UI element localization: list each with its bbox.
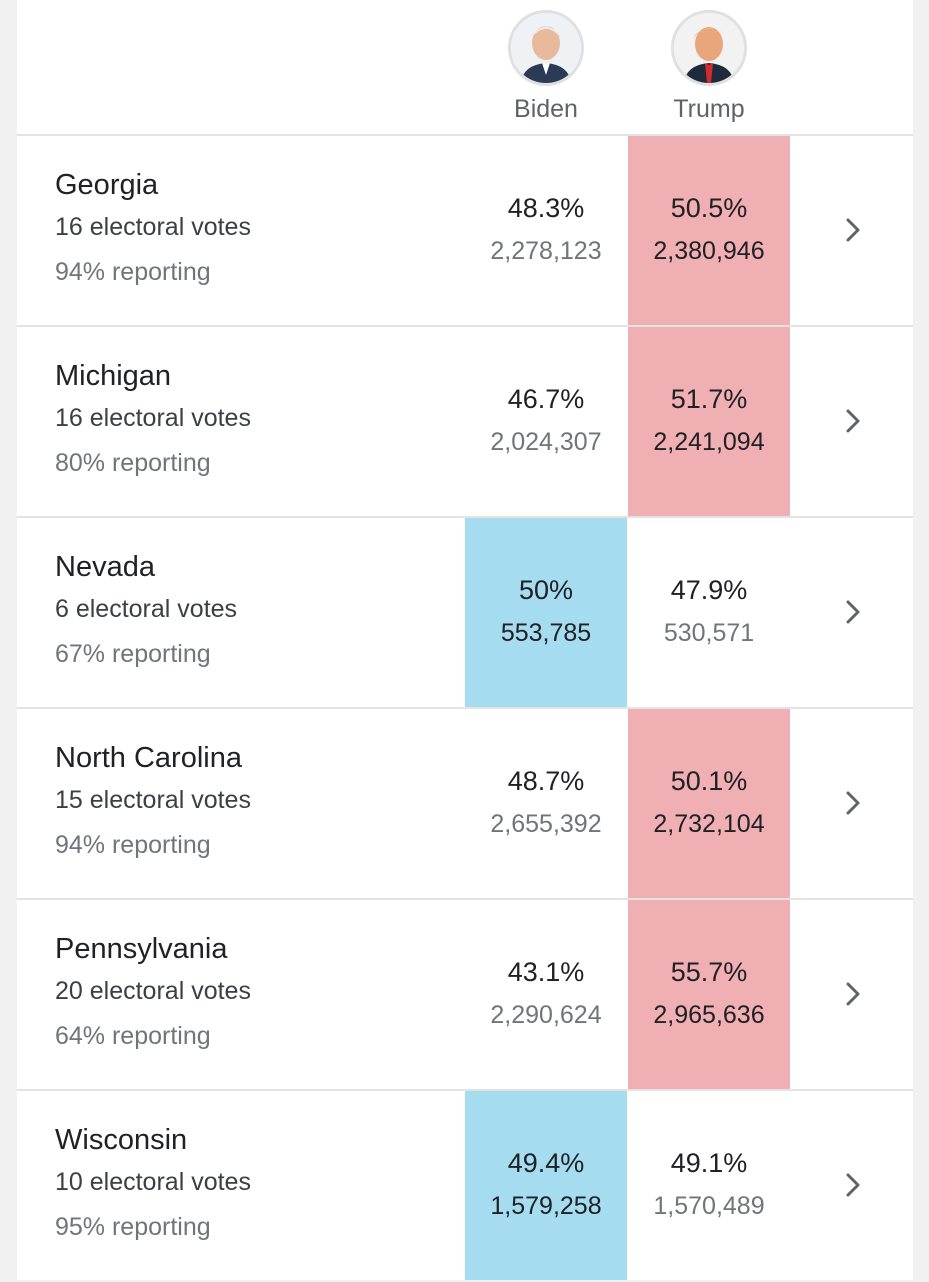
vote-percent: 50% <box>518 575 574 605</box>
chevron-right-icon[interactable] <box>839 789 867 817</box>
state-row-georgia[interactable]: Georgia 16 electoral votes 94% reporting… <box>17 136 913 327</box>
reporting-status: 67% reporting <box>55 640 211 668</box>
electoral-votes: 10 electoral votes <box>55 1168 251 1196</box>
vote-percent: 48.7% <box>507 766 585 796</box>
state-info: Pennsylvania 20 electoral votes 64% repo… <box>55 932 251 1051</box>
trump-result: 47.9% 530,571 <box>628 518 790 707</box>
vote-percent: 43.1% <box>507 957 585 987</box>
state-name: Georgia <box>55 169 159 201</box>
vote-count: 2,278,123 <box>490 237 602 265</box>
state-info: Georgia 16 electoral votes 94% reporting <box>55 168 251 287</box>
biden-result: 49.4% 1,579,258 <box>465 1091 627 1280</box>
vote-percent: 48.3% <box>507 193 585 223</box>
results-header: Biden Trump <box>17 0 913 136</box>
candidate-name: Trump <box>673 95 745 123</box>
electoral-votes: 20 electoral votes <box>55 977 251 1005</box>
vote-percent: 49.1% <box>670 1148 748 1178</box>
vote-count: 2,965,636 <box>653 1001 765 1029</box>
chevron-right-icon[interactable] <box>839 598 867 626</box>
biden-result: 46.7% 2,024,307 <box>465 327 627 516</box>
electoral-votes: 16 electoral votes <box>55 213 251 241</box>
reporting-status: 95% reporting <box>55 1213 211 1241</box>
biden-result: 43.1% 2,290,624 <box>465 900 627 1089</box>
biden-result: 48.3% 2,278,123 <box>465 136 627 325</box>
biden-result: 50% 553,785 <box>465 518 627 707</box>
vote-count: 2,732,104 <box>653 810 765 838</box>
state-info: Wisconsin 10 electoral votes 95% reporti… <box>55 1123 251 1242</box>
person-icon <box>674 13 744 83</box>
vote-count: 1,570,489 <box>653 1192 765 1220</box>
vote-count: 553,785 <box>500 619 592 647</box>
state-info: Nevada 6 electoral votes 67% reporting <box>55 550 237 669</box>
vote-percent: 49.4% <box>507 1148 585 1178</box>
electoral-votes: 16 electoral votes <box>55 404 251 432</box>
candidate-biden[interactable]: Biden <box>465 10 627 124</box>
candidate-name: Biden <box>514 95 578 123</box>
vote-count: 1,579,258 <box>490 1192 602 1220</box>
vote-percent: 51.7% <box>670 384 748 414</box>
state-name: Wisconsin <box>55 1124 188 1156</box>
state-row-north-carolina[interactable]: North Carolina 15 electoral votes 94% re… <box>17 709 913 900</box>
reporting-status: 94% reporting <box>55 258 211 286</box>
state-info: North Carolina 15 electoral votes 94% re… <box>55 741 251 860</box>
chevron-right-icon[interactable] <box>839 1171 867 1199</box>
chevron-right-icon[interactable] <box>839 980 867 1008</box>
vote-count: 2,380,946 <box>653 237 765 265</box>
reporting-status: 80% reporting <box>55 449 211 477</box>
vote-percent: 55.7% <box>670 957 748 987</box>
chevron-right-icon[interactable] <box>839 407 867 435</box>
person-icon <box>511 13 581 83</box>
electoral-votes: 15 electoral votes <box>55 786 251 814</box>
vote-count: 2,655,392 <box>490 810 602 838</box>
state-row-nevada[interactable]: Nevada 6 electoral votes 67% reporting 5… <box>17 518 913 709</box>
trump-result: 49.1% 1,570,489 <box>628 1091 790 1280</box>
vote-percent: 46.7% <box>507 384 585 414</box>
vote-count: 2,241,094 <box>653 428 765 456</box>
trump-avatar <box>671 10 747 86</box>
reporting-status: 94% reporting <box>55 831 211 859</box>
vote-count: 2,024,307 <box>490 428 602 456</box>
candidate-trump[interactable]: Trump <box>628 10 790 124</box>
state-name: Nevada <box>55 551 155 583</box>
state-row-wisconsin[interactable]: Wisconsin 10 electoral votes 95% reporti… <box>17 1091 913 1282</box>
state-info: Michigan 16 electoral votes 80% reportin… <box>55 359 251 478</box>
reporting-status: 64% reporting <box>55 1022 211 1050</box>
state-row-pennsylvania[interactable]: Pennsylvania 20 electoral votes 64% repo… <box>17 900 913 1091</box>
trump-result: 50.5% 2,380,946 <box>628 136 790 325</box>
vote-percent: 50.5% <box>670 193 748 223</box>
trump-result: 51.7% 2,241,094 <box>628 327 790 516</box>
state-row-michigan[interactable]: Michigan 16 electoral votes 80% reportin… <box>17 327 913 518</box>
vote-count: 530,571 <box>663 619 755 647</box>
chevron-right-icon[interactable] <box>839 216 867 244</box>
state-name: Michigan <box>55 360 172 392</box>
vote-percent: 50.1% <box>670 766 748 796</box>
state-name: North Carolina <box>55 742 242 774</box>
biden-result: 48.7% 2,655,392 <box>465 709 627 898</box>
vote-percent: 47.9% <box>670 575 748 605</box>
electoral-votes: 6 electoral votes <box>55 595 238 623</box>
biden-avatar <box>508 10 584 86</box>
results-card: Biden Trump Georgia 16 electoral votes 9… <box>17 0 913 1280</box>
trump-result: 50.1% 2,732,104 <box>628 709 790 898</box>
vote-count: 2,290,624 <box>490 1001 602 1029</box>
trump-result: 55.7% 2,965,636 <box>628 900 790 1089</box>
state-name: Pennsylvania <box>55 933 228 965</box>
